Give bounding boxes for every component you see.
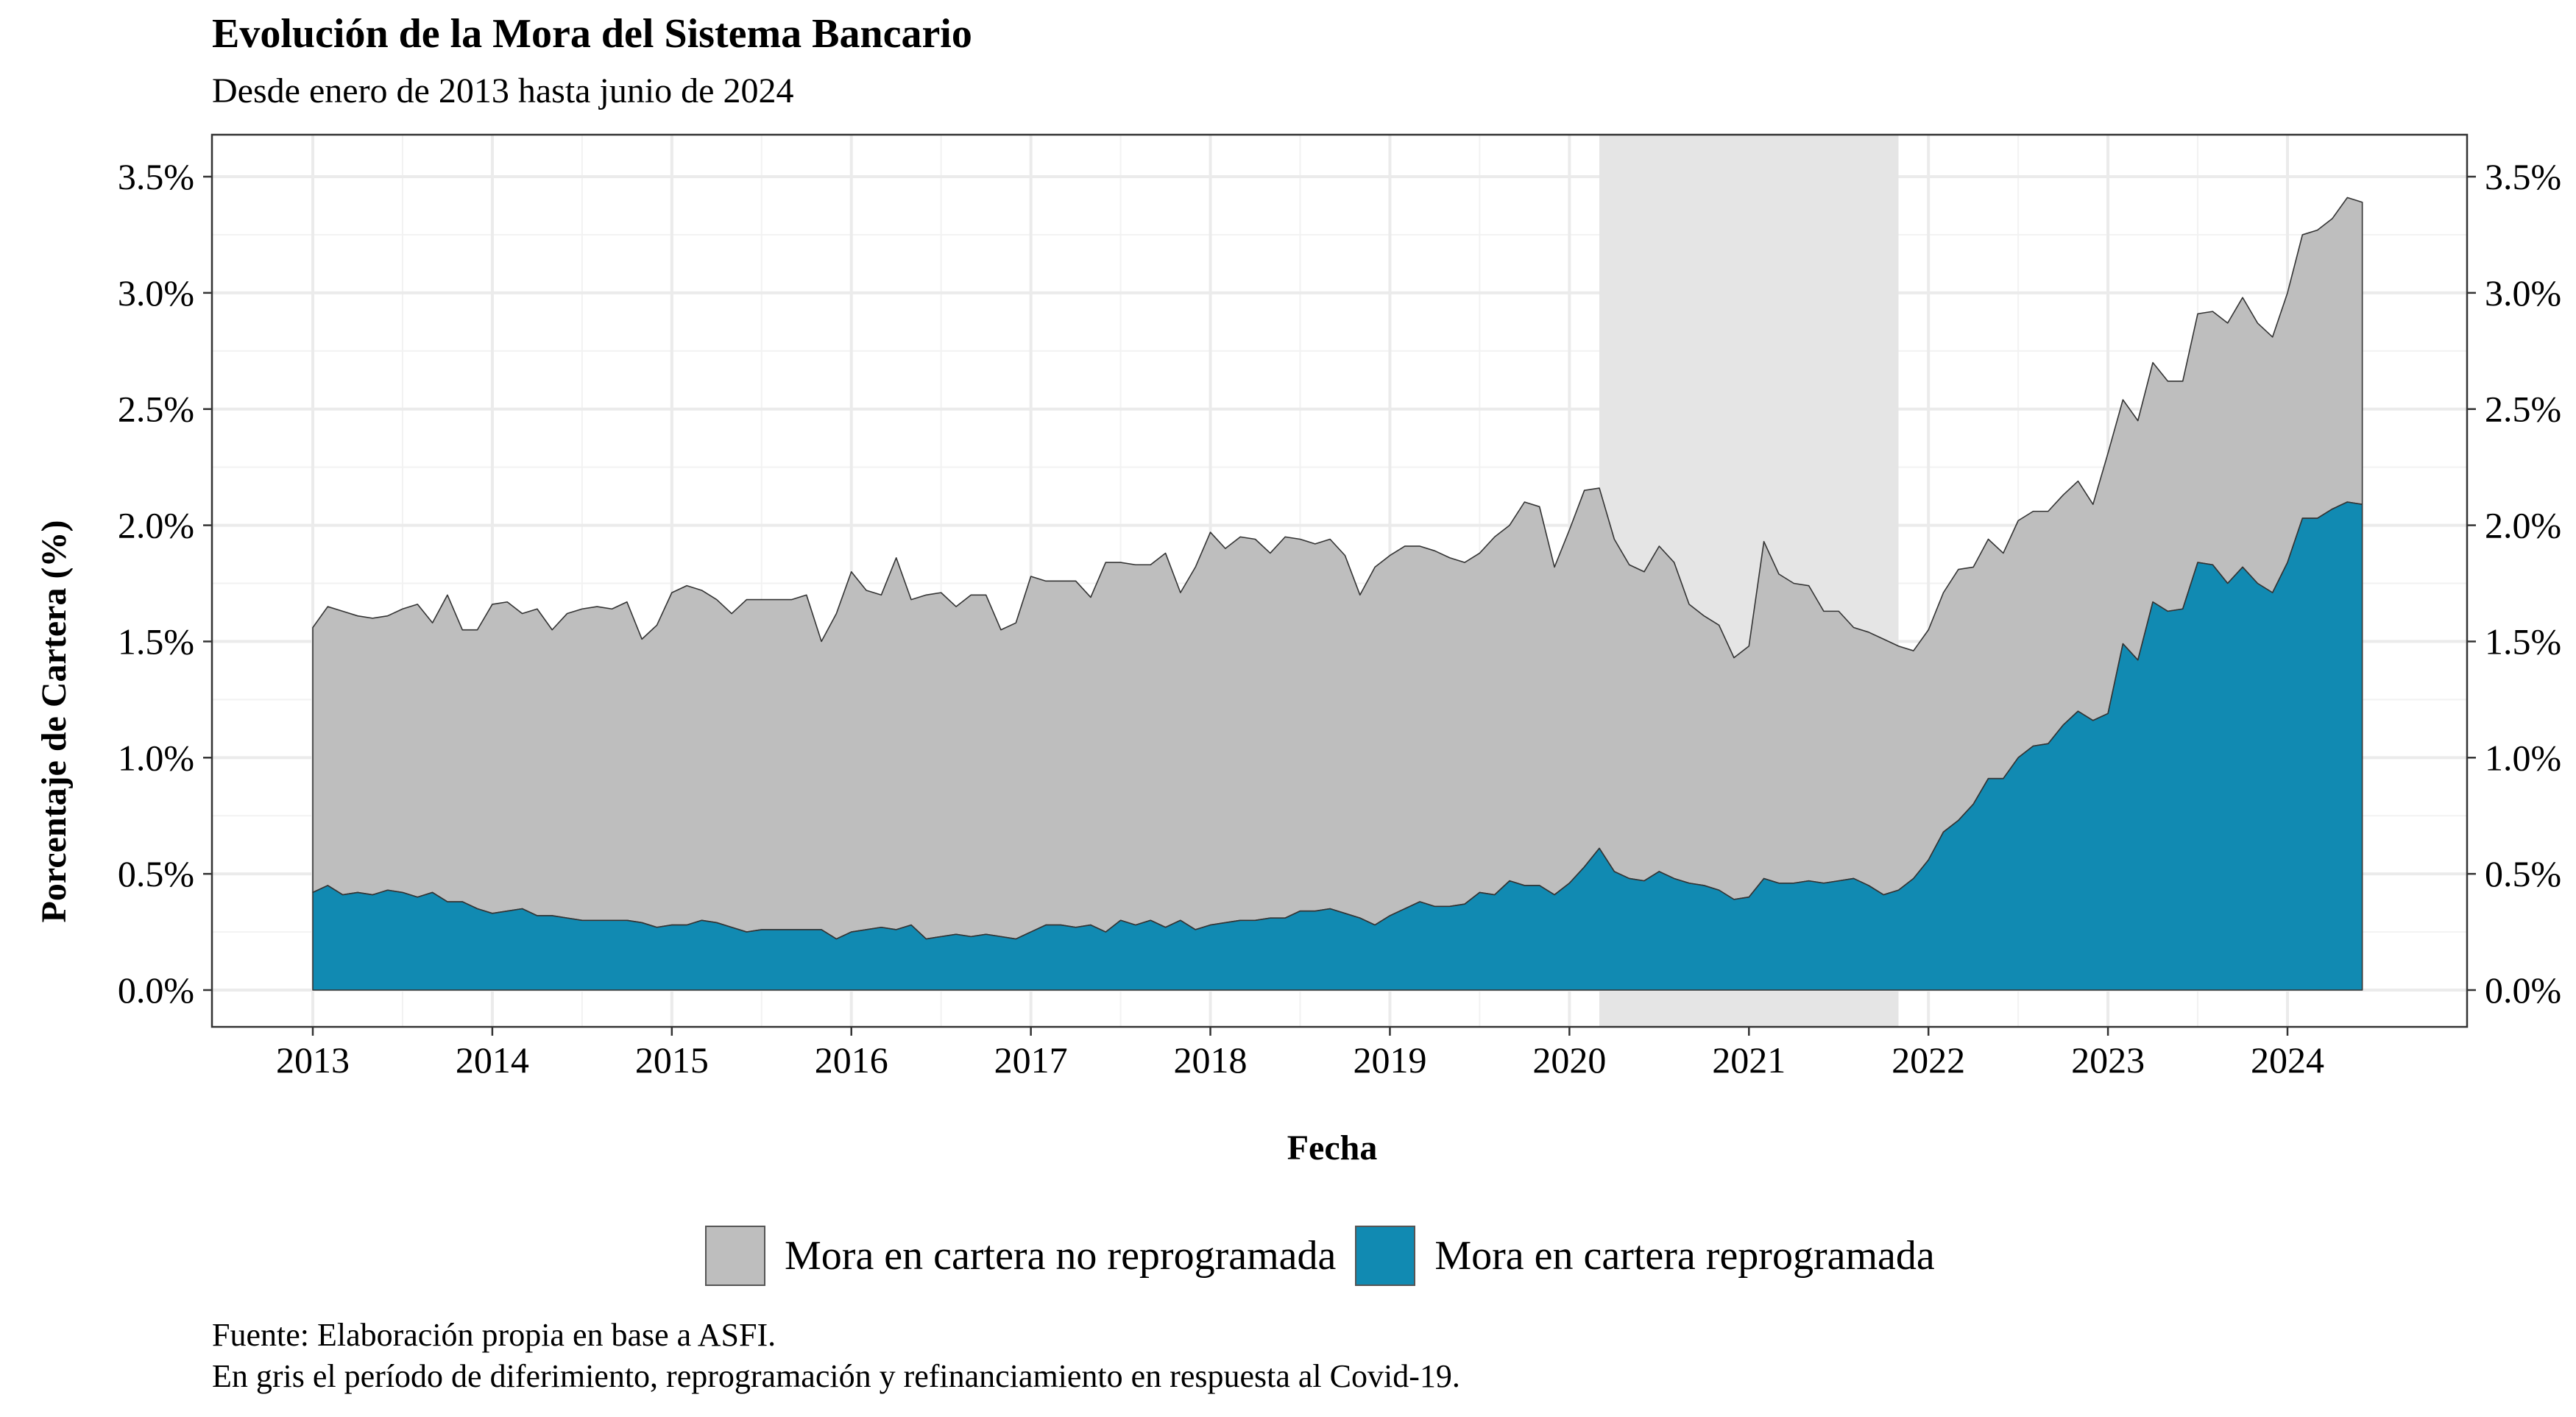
y-tick-label-left: 2.5% [118, 389, 194, 430]
legend: Mora en cartera no reprogramada Mora en … [705, 1226, 1954, 1286]
x-tick-label: 2021 [1712, 1039, 1786, 1081]
chart-subtitle: Desde enero de 2013 hasta junio de 2024 [212, 71, 794, 110]
y-tick-label-right: 1.5% [2485, 621, 2561, 662]
caption-note: En gris el período de diferimiento, repr… [212, 1358, 1460, 1394]
y-tick-label-left: 0.0% [118, 969, 194, 1011]
y-tick-label-right: 0.5% [2485, 853, 2561, 894]
y-tick-label-left: 1.5% [118, 621, 194, 662]
chart-title: Evolución de la Mora del Sistema Bancari… [212, 11, 972, 57]
x-tick-label: 2024 [2251, 1039, 2324, 1081]
y-tick-label-left: 1.0% [118, 737, 194, 778]
y-tick-label-left: 0.5% [118, 853, 194, 894]
y-tick-label-right: 0.0% [2485, 969, 2561, 1011]
area-series-reprogramada [312, 501, 2363, 991]
legend-label-no-reprogramada: Mora en cartera no reprogramada [785, 1233, 1337, 1279]
x-axis-label: Fecha [1287, 1128, 1378, 1167]
x-tick-label: 2022 [1892, 1039, 1965, 1081]
x-tick-label: 2018 [1174, 1039, 1248, 1081]
y-tick-label-right: 3.5% [2485, 156, 2561, 197]
y-tick-label-left: 3.0% [118, 272, 194, 314]
x-tick-label: 2023 [2071, 1039, 2145, 1081]
x-tick-label: 2017 [994, 1039, 1068, 1081]
x-tick-label: 2020 [1532, 1039, 1606, 1081]
x-tick-label: 2013 [276, 1039, 350, 1081]
x-tick-label: 2014 [456, 1039, 529, 1081]
legend-key-reprogramada [1355, 1226, 1416, 1286]
plot-border [210, 133, 2469, 1028]
y-tick-label-right: 2.5% [2485, 389, 2561, 430]
x-tick-label: 2015 [635, 1039, 709, 1081]
legend-item-no-reprogramada: Mora en cartera no reprogramada [705, 1226, 1336, 1286]
y-tick-label-right: 3.0% [2485, 272, 2561, 314]
x-tick-label: 2019 [1353, 1039, 1426, 1081]
legend-label-reprogramada: Mora en cartera reprogramada [1434, 1233, 1935, 1279]
x-tick-label: 2016 [815, 1039, 888, 1081]
legend-key-no-reprogramada [705, 1226, 765, 1286]
y-axis-label: Porcentaje de Cartera (%) [35, 520, 74, 923]
y-tick-label-left: 3.5% [118, 156, 194, 197]
caption-source: Fuente: Elaboración propia en base a ASF… [212, 1317, 776, 1353]
legend-item-reprogramada: Mora en cartera reprogramada [1355, 1226, 1935, 1286]
y-tick-label-left: 2.0% [118, 505, 194, 546]
y-tick-label-right: 1.0% [2485, 737, 2561, 778]
y-tick-label-right: 2.0% [2485, 505, 2561, 546]
